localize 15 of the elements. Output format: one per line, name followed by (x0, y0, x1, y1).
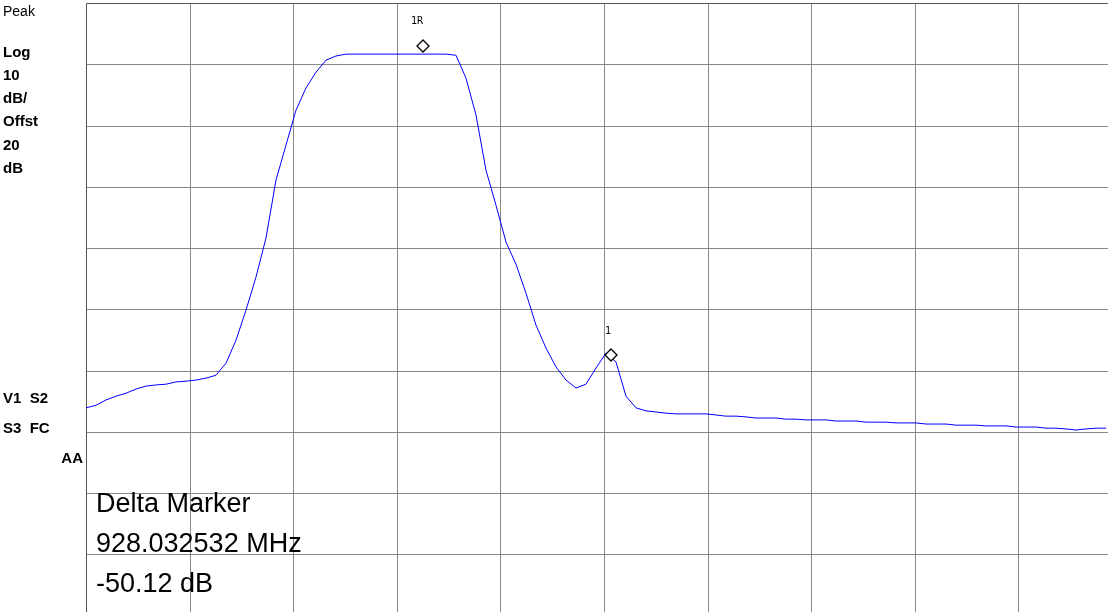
text: 20 (3, 136, 20, 153)
text: 1R (411, 15, 424, 26)
text: Peak (3, 3, 35, 19)
text: V1 S2 (3, 389, 49, 406)
text: Log (3, 43, 31, 60)
text: dB/ (3, 89, 28, 106)
text: Delta Marker (96, 488, 251, 518)
text: dB (3, 159, 23, 176)
text: 928.032532 MHz (96, 528, 302, 558)
text: S3 FC (3, 419, 50, 436)
text: AA (61, 449, 83, 466)
text: -50.12 dB (96, 568, 214, 598)
text: Offst (3, 112, 38, 129)
annotation: 1 (605, 325, 612, 336)
text: 10 (3, 66, 20, 83)
